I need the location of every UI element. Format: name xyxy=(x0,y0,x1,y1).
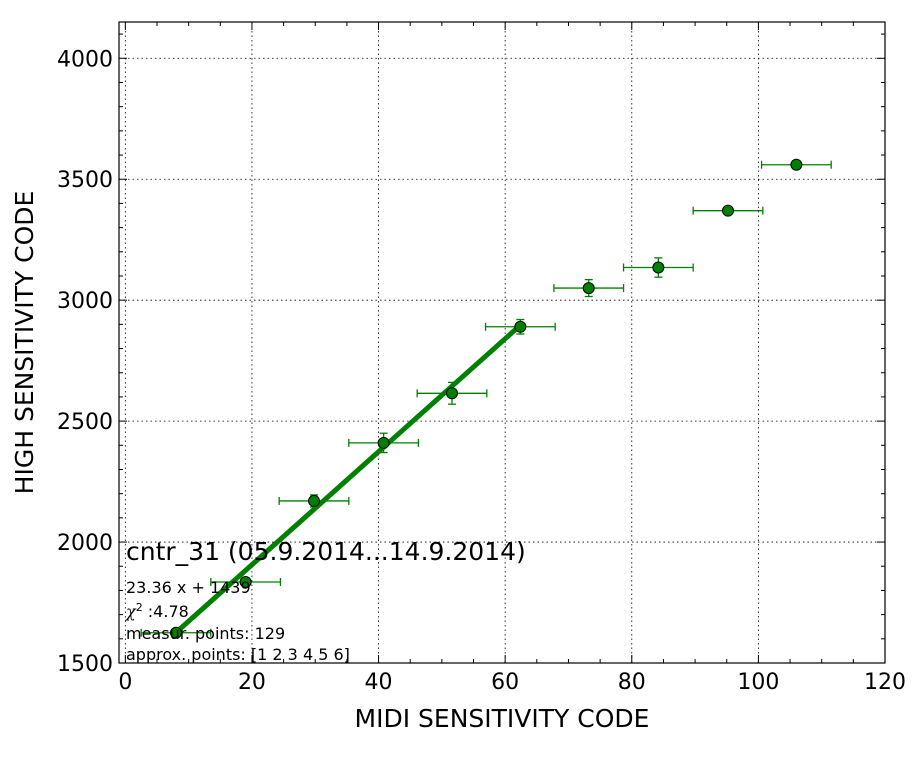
x-tick-label: 0 xyxy=(118,670,132,695)
y-axis-label: HIGH SENSITIVITY CODE xyxy=(10,191,39,495)
grid-lines xyxy=(119,22,885,663)
chi-superscript: 2 xyxy=(136,601,143,614)
y-tick-label: 1500 xyxy=(57,652,113,677)
x-tick-label: 20 xyxy=(238,670,266,695)
annotation-equation: 23.36 x + 1439 xyxy=(126,578,251,597)
annotation-measur-points: measur. points: 129 xyxy=(126,624,285,643)
y-tick-label: 4000 xyxy=(57,47,113,72)
annotation-chi-squared: χ2 :4.78 xyxy=(125,601,189,621)
y-tick-label: 3000 xyxy=(57,289,113,314)
x-tick-label: 100 xyxy=(737,670,779,695)
data-point xyxy=(582,282,595,295)
chi-symbol: χ xyxy=(125,602,137,621)
data-point xyxy=(239,575,252,588)
data-point xyxy=(514,320,527,333)
data-points-group xyxy=(169,158,803,639)
x-tick-label: 80 xyxy=(618,670,646,695)
data-point xyxy=(722,204,735,217)
plot-frame xyxy=(118,21,886,664)
x-tick-label: 120 xyxy=(864,670,906,695)
y-tick-label: 2000 xyxy=(57,531,113,556)
x-tick-label: 60 xyxy=(491,670,519,695)
data-point xyxy=(445,387,458,400)
data-point xyxy=(377,436,390,449)
data-point xyxy=(790,158,803,171)
data-point xyxy=(652,261,665,274)
minor-ticks xyxy=(119,22,885,663)
data-point xyxy=(169,626,182,639)
annotation-block: cntr_31 (05.9.2014...14.9.2014) 23.36 x … xyxy=(125,537,526,664)
y-tick-label: 2500 xyxy=(57,410,113,435)
x-tick-labels: 0 20 40 60 80 100 120 xyxy=(118,670,906,695)
x-axis-label: MIDI SENSITIVITY CODE xyxy=(355,704,650,733)
y-tick-labels: 1500 2000 2500 3000 3500 4000 xyxy=(57,47,113,677)
chi-value: :4.78 xyxy=(143,602,189,621)
y-tick-label: 3500 xyxy=(57,168,113,193)
data-point xyxy=(307,494,320,507)
x-tick-label: 40 xyxy=(365,670,393,695)
annotation-title: cntr_31 (05.9.2014...14.9.2014) xyxy=(126,537,526,566)
annotation-approx-points: approx. points: [1 2 3 4 5 6] xyxy=(126,645,350,664)
